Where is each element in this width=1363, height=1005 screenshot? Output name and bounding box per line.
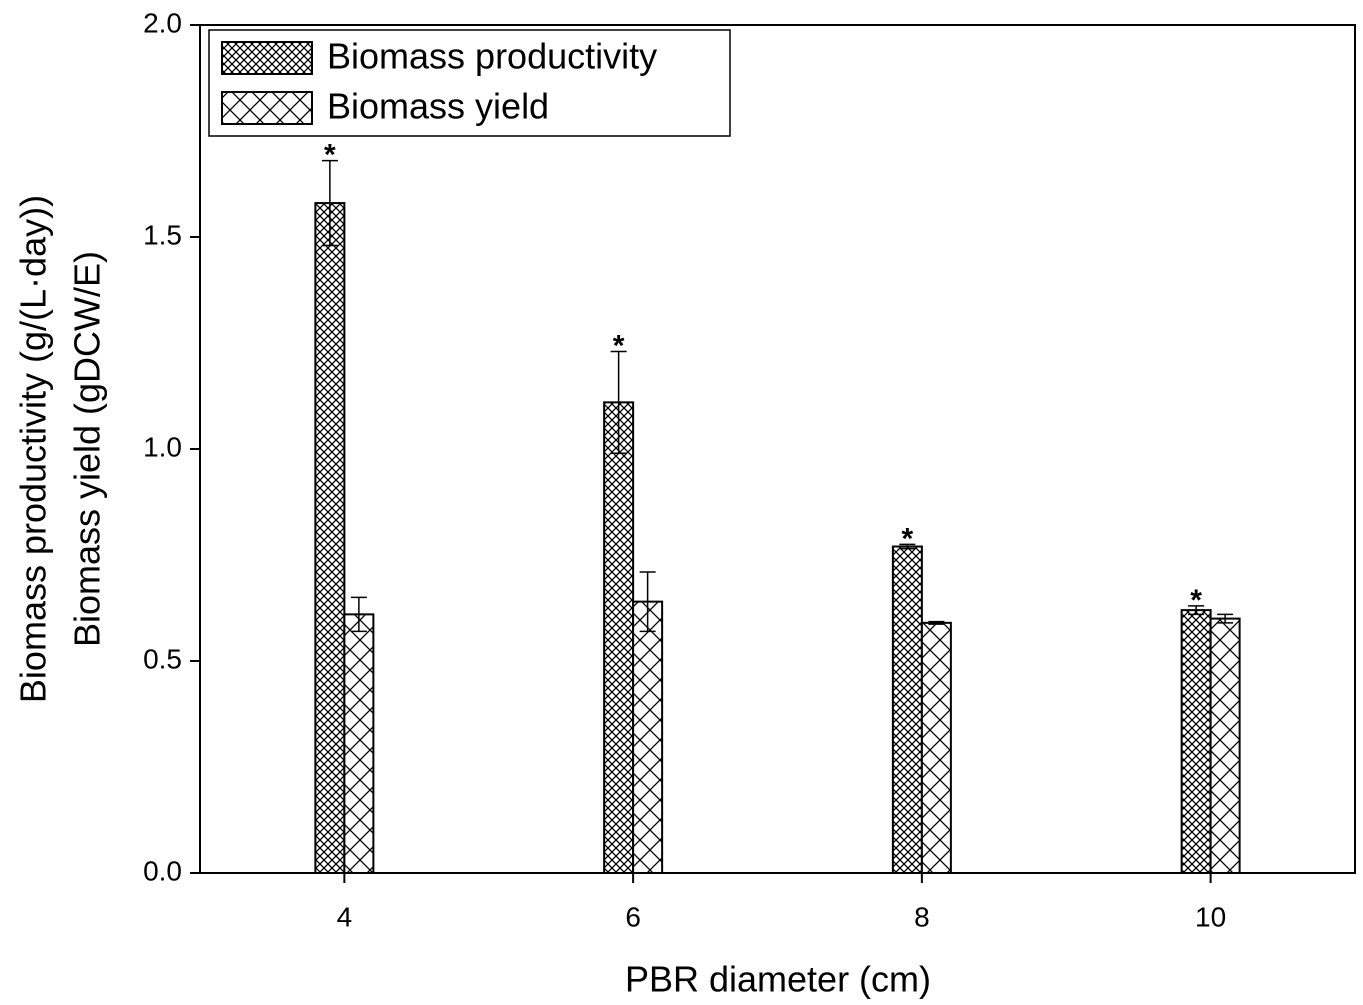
- error-bar: [1217, 613, 1234, 624]
- y-tick-label: 1.5: [143, 219, 182, 250]
- y-tick-label: 0.5: [143, 643, 182, 674]
- error-bar: [610, 350, 627, 454]
- significance-marker: *: [1190, 584, 1202, 617]
- error-bar: [639, 571, 656, 633]
- significance-marker: *: [902, 522, 914, 555]
- x-axis-title: PBR diameter (cm): [625, 959, 931, 1000]
- legend-label: Biomass productivity: [327, 36, 657, 77]
- bar: [1209, 617, 1241, 874]
- y-axis-title: Biomass productivity (g/(L·day)): [13, 195, 54, 703]
- x-tick-label: 8: [914, 901, 930, 932]
- y-tick-label: 1.0: [143, 431, 182, 462]
- error-bar: [1188, 605, 1205, 616]
- error-bar: [321, 159, 338, 247]
- error-bar: [899, 543, 916, 550]
- error-bar: [350, 596, 367, 633]
- bar: [920, 621, 952, 875]
- x-tick-label: 6: [625, 901, 641, 932]
- y-tick-label: 0.0: [143, 855, 182, 886]
- significance-marker: *: [613, 329, 625, 362]
- bar: [1180, 609, 1212, 874]
- y-tick-label: 2.0: [143, 7, 182, 38]
- x-tick-label: 10: [1195, 901, 1226, 932]
- significance-marker: *: [324, 139, 336, 172]
- bar: [603, 401, 635, 874]
- bar: [343, 613, 375, 874]
- error-bar: [928, 620, 945, 625]
- plot-frame: [199, 24, 1356, 874]
- legend-swatch: [221, 41, 313, 75]
- legend-swatch: [221, 91, 313, 125]
- legend-label: Biomass yield: [327, 86, 549, 127]
- y-axis-title: Biomass yield (gDCW/E): [67, 251, 108, 647]
- bar: [891, 545, 923, 875]
- bar: [632, 600, 664, 874]
- x-tick-label: 4: [337, 901, 353, 932]
- bar: [314, 202, 346, 874]
